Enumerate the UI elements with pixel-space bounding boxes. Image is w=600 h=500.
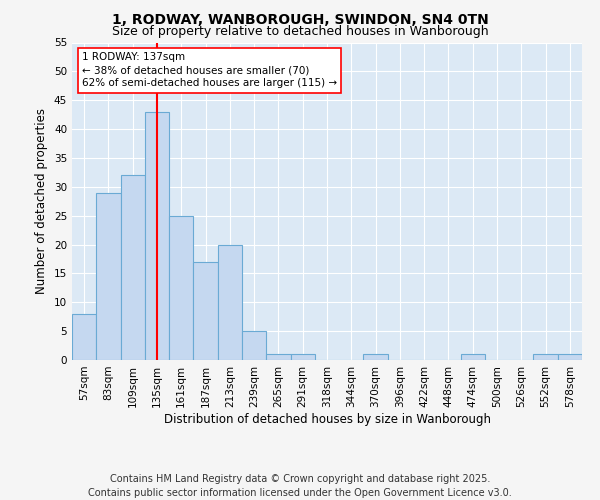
Bar — [193, 262, 218, 360]
Bar — [96, 192, 121, 360]
Bar — [461, 354, 485, 360]
Text: 1, RODWAY, WANBOROUGH, SWINDON, SN4 0TN: 1, RODWAY, WANBOROUGH, SWINDON, SN4 0TN — [112, 12, 488, 26]
X-axis label: Distribution of detached houses by size in Wanborough: Distribution of detached houses by size … — [163, 412, 491, 426]
Bar — [169, 216, 193, 360]
Bar — [364, 354, 388, 360]
Bar — [266, 354, 290, 360]
Bar — [242, 331, 266, 360]
Bar — [121, 176, 145, 360]
Text: Contains HM Land Registry data © Crown copyright and database right 2025.
Contai: Contains HM Land Registry data © Crown c… — [88, 474, 512, 498]
Bar — [72, 314, 96, 360]
Y-axis label: Number of detached properties: Number of detached properties — [35, 108, 49, 294]
Text: 1 RODWAY: 137sqm
← 38% of detached houses are smaller (70)
62% of semi-detached : 1 RODWAY: 137sqm ← 38% of detached house… — [82, 52, 337, 88]
Bar — [218, 244, 242, 360]
Bar — [558, 354, 582, 360]
Bar — [290, 354, 315, 360]
Bar — [145, 112, 169, 360]
Text: Size of property relative to detached houses in Wanborough: Size of property relative to detached ho… — [112, 25, 488, 38]
Bar — [533, 354, 558, 360]
